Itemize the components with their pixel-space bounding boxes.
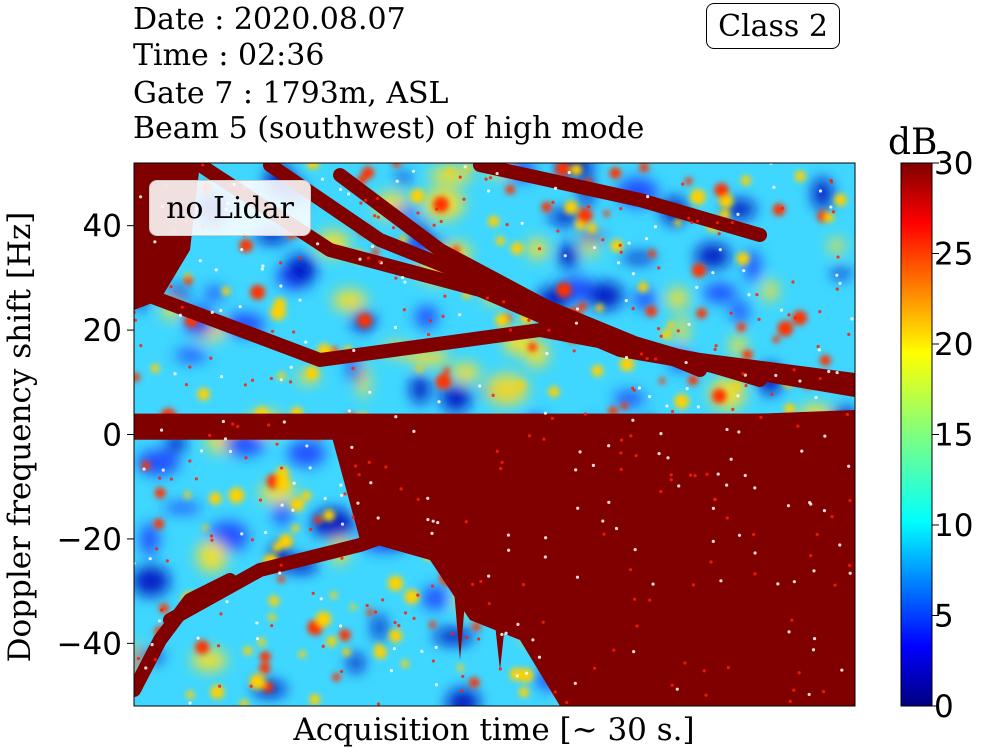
no-lidar-label: no Lidar bbox=[149, 180, 311, 236]
y-axis-title: Doppler frequency shift [Hz] bbox=[2, 211, 38, 663]
y-tick-label: 40 bbox=[83, 209, 122, 245]
y-tick-label: −40 bbox=[57, 626, 122, 662]
colorbar-tick-label: 20 bbox=[934, 327, 973, 363]
colorbar-tick-label: 5 bbox=[934, 599, 954, 635]
colorbar-axis: 30 25 20 15 10 5 0 bbox=[932, 146, 973, 725]
colorbar-tick-label: 15 bbox=[934, 418, 973, 454]
colorbar-tick-label: 25 bbox=[934, 237, 973, 273]
colorbar-tick-label: 10 bbox=[934, 508, 973, 544]
colorbar-tick-label: 0 bbox=[934, 689, 954, 725]
y-tick-label: −20 bbox=[57, 522, 122, 558]
spectrogram-image bbox=[134, 163, 855, 706]
beam-label: Beam 5 (southwest) of high mode bbox=[133, 111, 645, 146]
colorbar bbox=[900, 162, 933, 707]
class-badge: Class 2 bbox=[706, 3, 840, 49]
time-label: Time : 02:36 bbox=[133, 38, 325, 73]
date-label: Date : 2020.08.07 bbox=[133, 2, 406, 37]
y-axis: 40 20 0 −20 −40 bbox=[57, 209, 134, 662]
gate-label: Gate 7 : 1793m, ASL bbox=[133, 76, 449, 111]
colorbar-unit: dB bbox=[888, 122, 938, 163]
colorbar-tick-label: 30 bbox=[934, 146, 973, 182]
y-tick-label: 0 bbox=[102, 418, 122, 454]
y-tick-label: 20 bbox=[83, 313, 122, 349]
x-axis-title: Acquisition time [~ 30 s.] bbox=[293, 712, 695, 748]
